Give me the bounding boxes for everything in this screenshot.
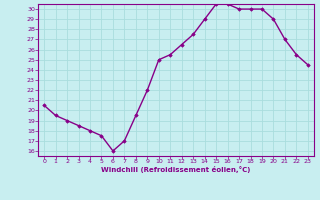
X-axis label: Windchill (Refroidissement éolien,°C): Windchill (Refroidissement éolien,°C) [101,166,251,173]
